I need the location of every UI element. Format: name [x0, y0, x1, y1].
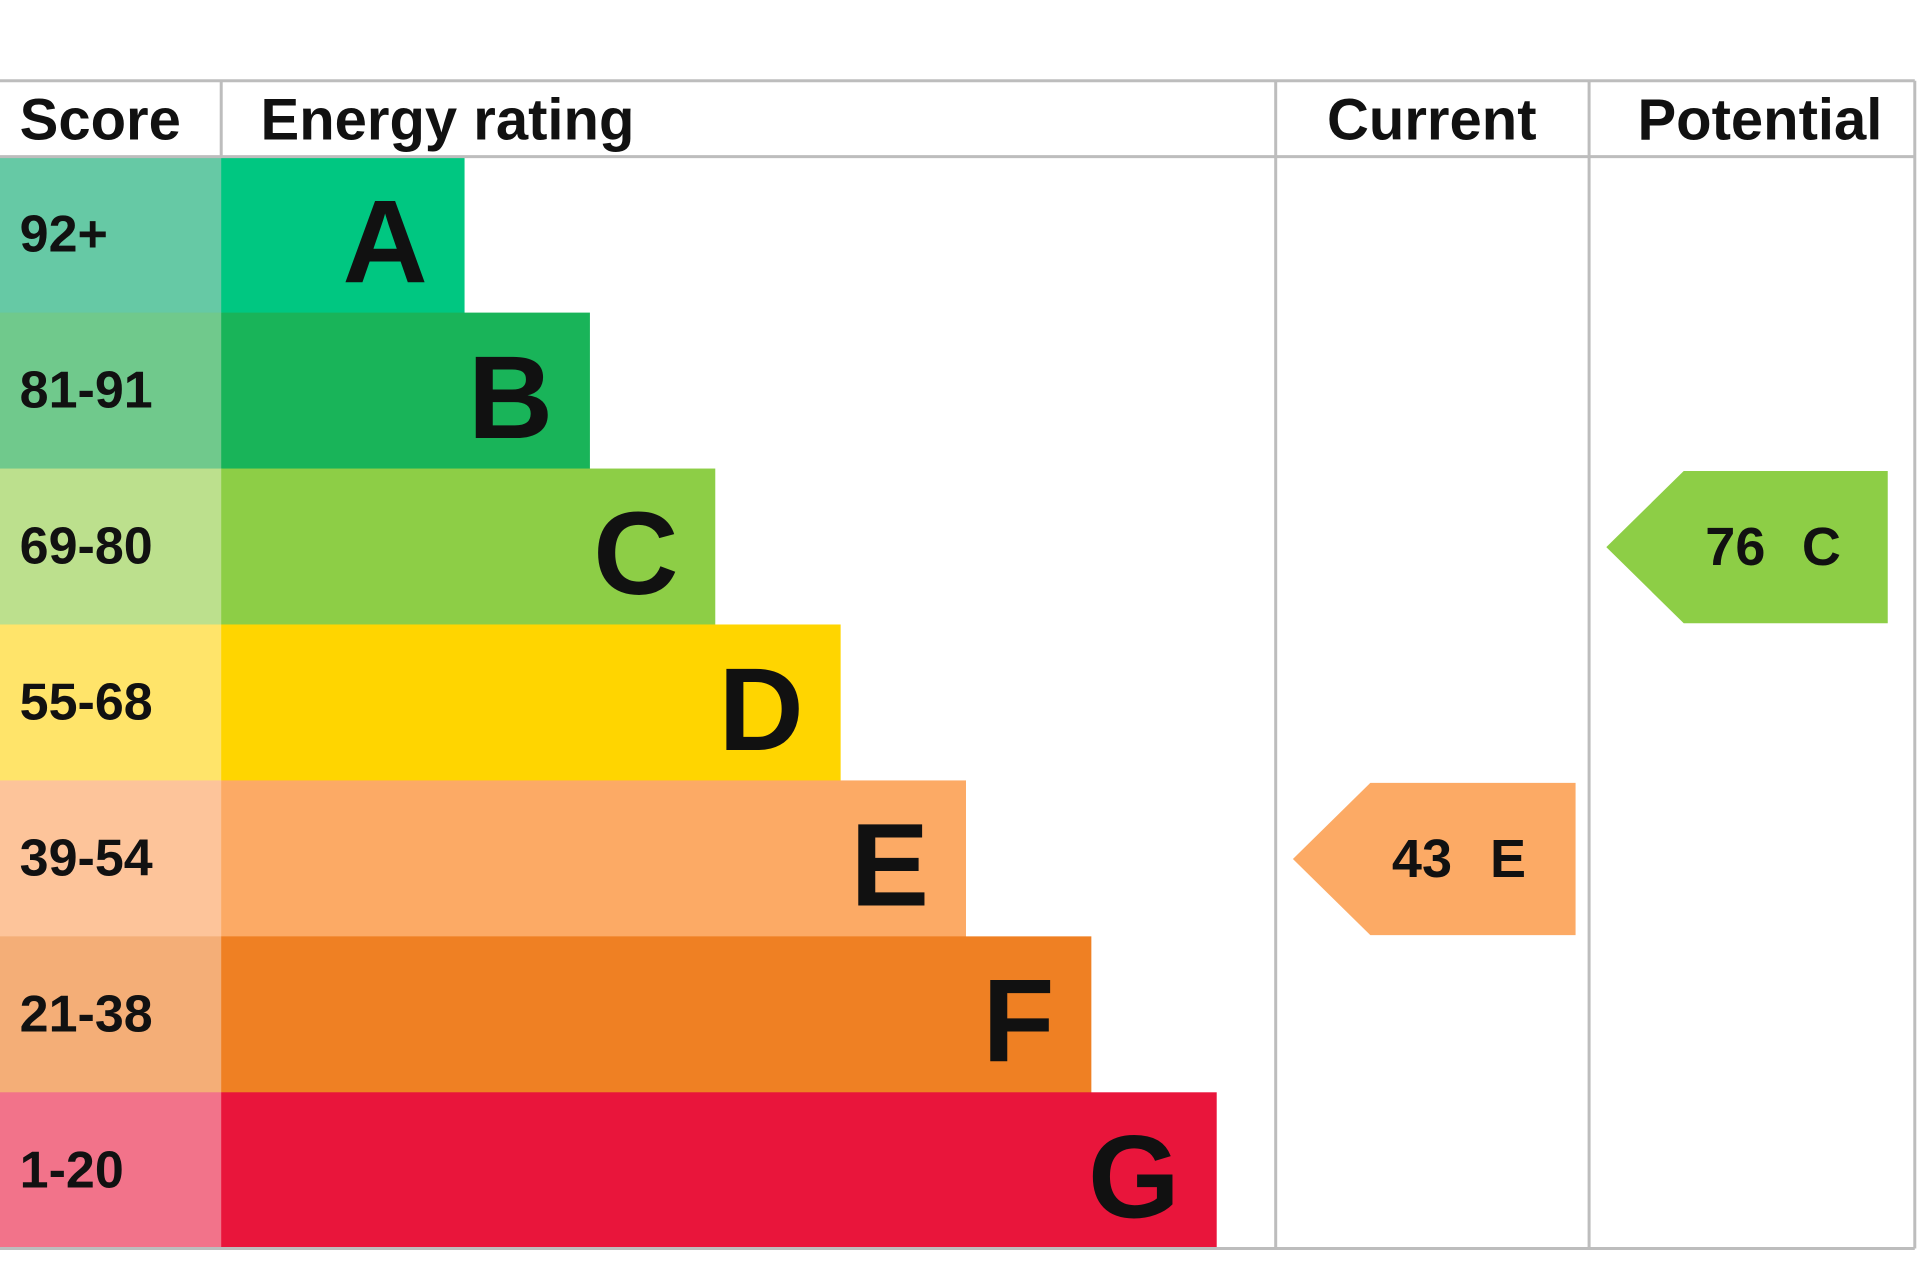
score-cell [0, 1092, 223, 1250]
score-label: 39-54 [20, 829, 153, 887]
header-current: Current [1327, 87, 1536, 152]
header-energy-rating: Energy rating [261, 87, 635, 152]
current-arrow [1292, 782, 1576, 936]
score-cell [0, 780, 223, 938]
current-value: 43 [1392, 829, 1452, 889]
rating-letter: B [468, 332, 553, 464]
rating-letter: E [850, 800, 929, 932]
score-label: 21-38 [20, 985, 153, 1043]
rating-bar [221, 156, 465, 314]
current-rating: E [1490, 829, 1526, 889]
score-cell [0, 156, 223, 314]
header-potential: Potential [1637, 87, 1882, 152]
rating-bar [221, 624, 841, 782]
rating-letter: A [342, 176, 427, 308]
score-label: 1-20 [20, 1141, 124, 1199]
score-label: 69-80 [20, 518, 153, 576]
score-label: 55-68 [20, 673, 153, 731]
rating-letter: G [1088, 1112, 1180, 1244]
potential-value: 76 [1705, 517, 1765, 577]
rating-bar [221, 468, 716, 626]
rating-bar [221, 1092, 1217, 1250]
rating-letter: F [982, 956, 1054, 1088]
rating-bar [221, 312, 590, 470]
score-cell [0, 936, 223, 1094]
potential-arrow [1606, 470, 1888, 624]
score-cell [0, 468, 223, 626]
potential-rating: C [1802, 517, 1841, 577]
rating-bar [221, 780, 966, 938]
rating-bar [221, 936, 1092, 1094]
score-cell [0, 312, 223, 470]
score-label: 81-91 [20, 362, 153, 420]
header-score: Score [20, 87, 181, 152]
score-cell [0, 624, 223, 782]
score-label: 92+ [20, 206, 108, 264]
rating-letter: D [719, 644, 804, 776]
rating-letter: C [593, 488, 678, 620]
